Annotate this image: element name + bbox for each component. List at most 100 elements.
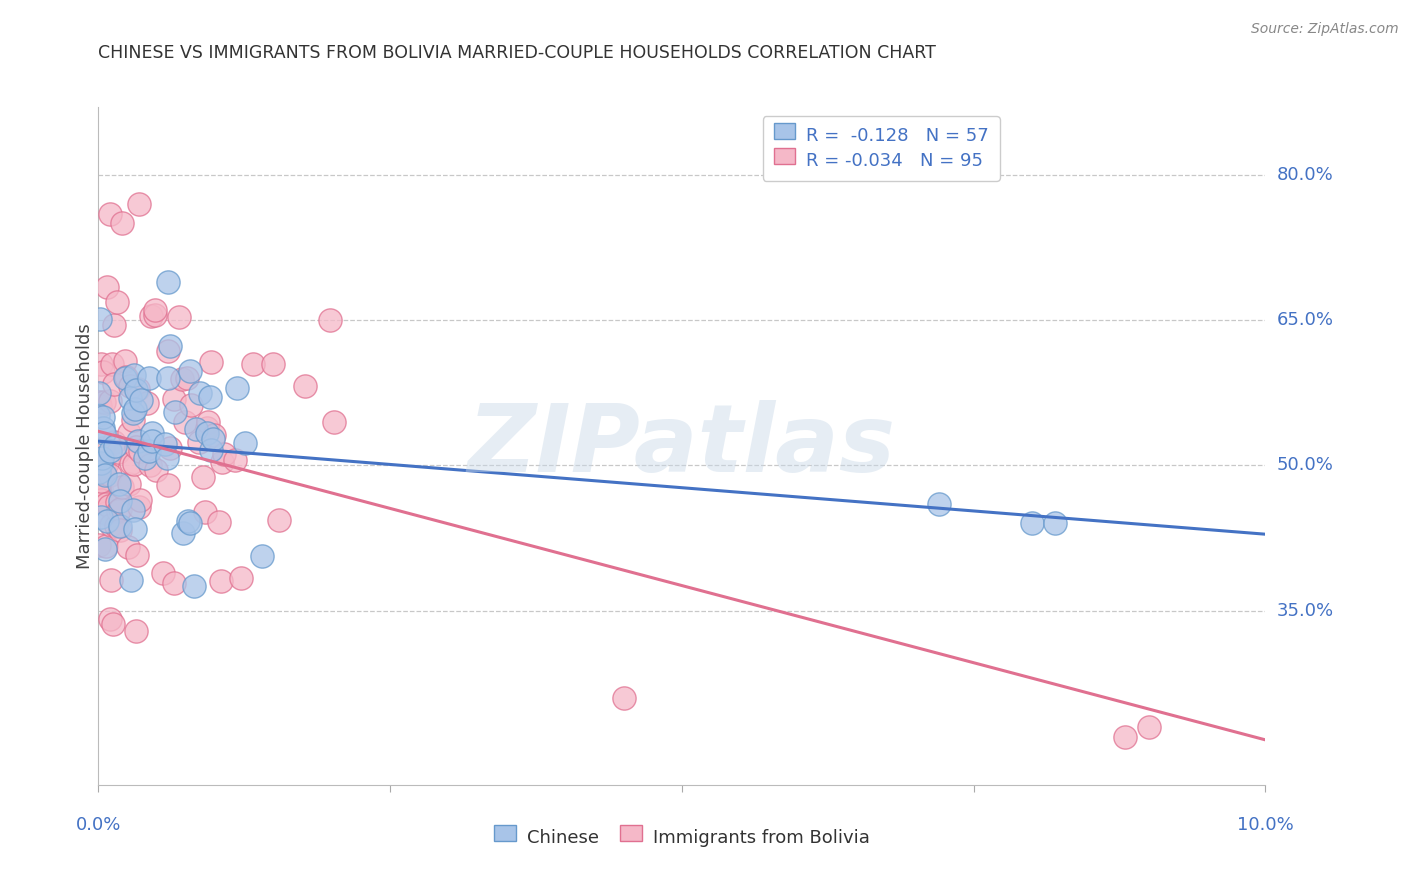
Point — [202, 428, 225, 442]
Point — [129, 392, 152, 407]
Point — [127, 382, 149, 396]
Text: 0.0%: 0.0% — [76, 815, 121, 833]
Point — [224, 453, 246, 467]
Point — [128, 500, 150, 514]
Point — [124, 402, 146, 417]
Point — [90, 475, 112, 489]
Point — [211, 455, 233, 469]
Point — [157, 276, 180, 290]
Point — [114, 354, 136, 368]
Point — [122, 457, 145, 471]
Point — [124, 368, 146, 383]
Point — [138, 444, 160, 458]
Point — [156, 343, 179, 358]
Point — [98, 612, 121, 626]
Text: Source: ZipAtlas.com: Source: ZipAtlas.com — [1251, 22, 1399, 37]
Point — [96, 279, 118, 293]
Point — [91, 441, 114, 455]
Point — [122, 413, 145, 427]
Point — [94, 506, 117, 520]
Point — [1021, 516, 1043, 531]
Point — [267, 513, 290, 527]
Point — [1114, 730, 1136, 744]
Point — [124, 522, 146, 536]
Point — [90, 510, 112, 524]
Point — [173, 415, 195, 429]
Y-axis label: Married-couple Households: Married-couple Households — [76, 323, 94, 569]
Point — [145, 463, 167, 477]
Text: 35.0%: 35.0% — [1277, 601, 1334, 620]
Point — [159, 441, 181, 455]
Point — [200, 355, 222, 369]
Point — [319, 313, 342, 327]
Point — [129, 493, 152, 508]
Point — [89, 477, 111, 491]
Point — [163, 392, 186, 407]
Point — [117, 540, 139, 554]
Point — [98, 206, 121, 220]
Point — [197, 415, 219, 429]
Point — [201, 432, 224, 446]
Point — [172, 526, 194, 541]
Point — [128, 197, 150, 211]
Point — [208, 515, 231, 529]
Point — [183, 578, 205, 592]
Point — [129, 444, 152, 458]
Point — [93, 395, 115, 409]
Point — [111, 216, 134, 230]
Point — [197, 426, 219, 441]
Point — [100, 517, 122, 532]
Point — [152, 566, 174, 580]
Text: 10.0%: 10.0% — [1237, 815, 1294, 833]
Point — [176, 371, 198, 385]
Text: 50.0%: 50.0% — [1277, 457, 1333, 475]
Point — [1045, 516, 1067, 531]
Point — [87, 386, 110, 401]
Point — [159, 339, 181, 353]
Point — [179, 364, 201, 378]
Point — [229, 571, 252, 585]
Point — [165, 405, 187, 419]
Point — [89, 482, 111, 496]
Point — [108, 494, 131, 508]
Point — [105, 519, 128, 533]
Point — [127, 434, 149, 448]
Point — [103, 435, 125, 450]
Point — [98, 444, 121, 458]
Point — [212, 447, 235, 461]
Point — [138, 458, 160, 472]
Point — [96, 514, 118, 528]
Point — [138, 370, 160, 384]
Point — [110, 502, 132, 516]
Point — [104, 440, 127, 454]
Point — [250, 549, 273, 563]
Point — [187, 434, 209, 449]
Point — [91, 409, 114, 424]
Point — [928, 497, 950, 511]
Point — [115, 370, 138, 384]
Point — [1137, 720, 1160, 734]
Point — [121, 457, 143, 471]
Point — [141, 434, 163, 448]
Text: CHINESE VS IMMIGRANTS FROM BOLIVIA MARRIED-COUPLE HOUSEHOLDS CORRELATION CHART: CHINESE VS IMMIGRANTS FROM BOLIVIA MARRI… — [98, 45, 936, 62]
Point — [200, 442, 222, 457]
Point — [91, 421, 114, 435]
Point — [180, 399, 202, 413]
Point — [122, 503, 145, 517]
Point — [156, 450, 179, 465]
Point — [188, 385, 211, 400]
Point — [111, 480, 134, 494]
Point — [125, 440, 148, 454]
Point — [125, 624, 148, 638]
Point — [198, 390, 221, 404]
Text: 80.0%: 80.0% — [1277, 166, 1333, 184]
Point — [105, 494, 128, 508]
Point — [262, 357, 284, 371]
Legend: Chinese, Immigrants from Bolivia: Chinese, Immigrants from Bolivia — [486, 822, 877, 854]
Point — [143, 308, 166, 322]
Point — [93, 425, 115, 440]
Point — [90, 357, 112, 371]
Point — [87, 408, 110, 422]
Point — [101, 358, 124, 372]
Point — [118, 392, 141, 406]
